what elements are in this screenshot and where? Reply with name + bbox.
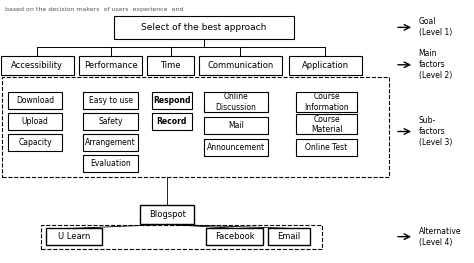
Text: Blogspot: Blogspot — [149, 210, 186, 219]
Text: based on the decision makers  of users  experience  and: based on the decision makers of users ex… — [5, 7, 184, 12]
Bar — [83, 113, 137, 130]
Bar — [8, 134, 62, 151]
Text: Performance: Performance — [84, 61, 137, 70]
Text: Facebook: Facebook — [215, 232, 255, 241]
Text: Download: Download — [16, 96, 54, 105]
Bar — [296, 114, 357, 134]
Bar — [140, 205, 194, 224]
Bar — [268, 228, 310, 245]
Text: Record: Record — [157, 117, 187, 126]
Text: Safety: Safety — [98, 117, 123, 126]
Text: Communication: Communication — [207, 61, 273, 70]
Bar — [1, 77, 389, 177]
Bar — [79, 56, 142, 75]
Text: U Learn: U Learn — [58, 232, 90, 241]
Text: Capacity: Capacity — [18, 138, 52, 147]
Text: Mail: Mail — [228, 121, 244, 130]
Bar — [206, 228, 263, 245]
Bar — [46, 228, 102, 245]
Text: Easy to use: Easy to use — [89, 96, 133, 105]
Bar — [152, 113, 192, 130]
Text: Email: Email — [277, 232, 301, 241]
Bar — [204, 139, 268, 156]
Text: Accessibility: Accessibility — [11, 61, 64, 70]
Text: Online
Discussion: Online Discussion — [215, 92, 256, 112]
Bar — [204, 117, 268, 134]
Bar — [8, 113, 62, 130]
Text: Evaluation: Evaluation — [90, 159, 131, 168]
Text: Time: Time — [161, 61, 181, 70]
Text: Upload: Upload — [21, 117, 48, 126]
Bar — [152, 92, 192, 109]
Text: Respond: Respond — [153, 96, 191, 105]
Text: Goal
(Level 1): Goal (Level 1) — [419, 17, 452, 37]
Text: Course
Material: Course Material — [311, 115, 342, 134]
Text: Alternative
(Level 4): Alternative (Level 4) — [419, 227, 461, 247]
Bar — [8, 92, 62, 109]
Bar — [0, 56, 74, 75]
Text: Application: Application — [302, 61, 349, 70]
Text: Arrangement: Arrangement — [85, 138, 136, 147]
Bar — [289, 56, 362, 75]
Bar — [83, 155, 137, 172]
Bar — [83, 134, 137, 151]
Text: Announcement: Announcement — [207, 143, 265, 152]
Bar — [41, 225, 322, 249]
Text: Online Test: Online Test — [306, 143, 348, 152]
Bar — [114, 16, 293, 39]
Text: Course
Information: Course Information — [304, 92, 349, 112]
Bar — [199, 56, 282, 75]
Text: Sub-
factors
(Level 3): Sub- factors (Level 3) — [419, 116, 452, 147]
Bar — [204, 92, 268, 112]
Text: Main
factors
(Level 2): Main factors (Level 2) — [419, 49, 452, 80]
Bar — [296, 139, 357, 156]
Text: Select of the best approach: Select of the best approach — [141, 23, 266, 32]
Bar — [296, 92, 357, 112]
Bar — [147, 56, 194, 75]
Bar — [83, 92, 137, 109]
